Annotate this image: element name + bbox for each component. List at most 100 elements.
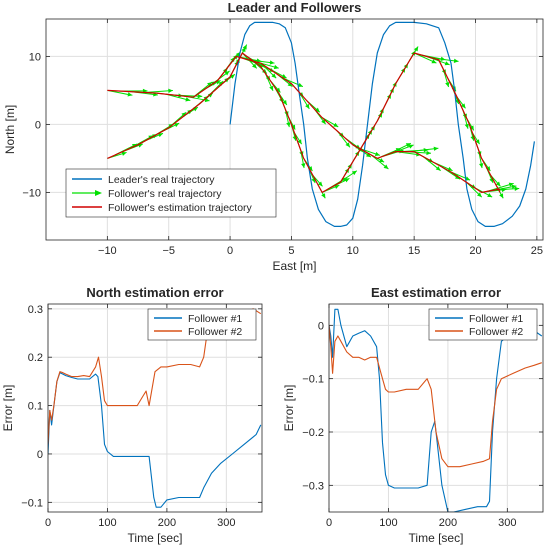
legend-label: Follower #2: [469, 326, 523, 338]
follower-arrowhead: [511, 184, 517, 189]
x-tick-label: 15: [408, 245, 420, 257]
follower-arrowhead: [426, 150, 432, 156]
follower-arrowhead: [321, 193, 326, 199]
axes-box: [328, 303, 544, 513]
follower-arrowhead: [464, 123, 469, 129]
chart-title: North estimation error: [86, 285, 223, 300]
error-line: [329, 325, 542, 468]
chart-title: Leader and Followers: [228, 0, 362, 15]
follower-arrowhead: [207, 93, 213, 98]
follower-arrowhead: [344, 178, 350, 183]
y-tick-label: −0.1: [302, 374, 324, 386]
follower-arrowhead: [287, 82, 293, 87]
follower-arrowhead: [174, 123, 180, 128]
estimation-trajectory-line: [107, 52, 501, 193]
y-tick-label: −0.3: [302, 480, 324, 492]
legend-label: Leader's real trajectory: [108, 174, 215, 186]
follower-arrowhead: [413, 46, 419, 52]
x-tick-label: 10: [347, 245, 359, 257]
follower-arrowhead: [351, 170, 357, 176]
legend-label: Follower #2: [188, 326, 242, 338]
follower-arrowhead: [405, 143, 411, 148]
y-tick-label: −0.2: [302, 427, 324, 439]
follower-arrowhead: [281, 74, 287, 79]
x-tick-label: 200: [439, 517, 457, 529]
follower-arrowhead: [453, 58, 459, 63]
x-tick-label: 100: [98, 517, 116, 529]
follower-arrowhead: [197, 94, 203, 99]
follower-arrowhead: [317, 181, 323, 187]
y-tick-label: 0.2: [28, 352, 43, 364]
leader-trajectory-line: [229, 21, 535, 227]
y-axis-label: Error [m]: [282, 385, 296, 432]
axes-box: [47, 303, 263, 513]
legend-box: [428, 308, 538, 341]
follower-arrowhead: [476, 192, 482, 198]
follower-arrowhead: [275, 87, 281, 93]
y-tick-label: 0: [318, 320, 324, 332]
x-tick-label: 300: [217, 517, 235, 529]
follower-arrowhead: [433, 146, 439, 151]
legend-label: Follower #1: [188, 313, 242, 325]
follower-arrowhead: [469, 125, 474, 131]
follower-arrowhead: [334, 184, 340, 189]
y-tick-label: 0: [35, 119, 41, 131]
follower-arrowhead: [445, 82, 450, 87]
follower-arrowhead: [181, 112, 187, 117]
follower-arrowhead: [269, 85, 274, 91]
legend-arrowhead: [95, 190, 102, 196]
y-tick-label: 0.3: [28, 304, 43, 316]
y-tick-label: 0: [37, 449, 43, 461]
follower-arrowhead: [423, 148, 429, 153]
x-tick-label: 0: [45, 517, 51, 529]
series-group: [329, 308, 543, 512]
follower-arrowhead: [291, 124, 296, 130]
follower-arrowhead: [435, 166, 441, 171]
follower-arrowhead: [301, 163, 306, 168]
follower-arrowhead: [273, 64, 279, 70]
y-axis-label: Error [m]: [1, 385, 15, 432]
estimation-trajectory-line: [107, 55, 501, 193]
follower-arrowhead: [218, 81, 224, 86]
follower-arrowhead: [333, 122, 339, 127]
x-tick-label: 5: [288, 245, 294, 257]
y-tick-label: −0.1: [21, 497, 43, 509]
follower-arrowhead: [269, 60, 275, 65]
follower-arrowhead: [508, 182, 514, 187]
x-tick-label: 20: [469, 245, 481, 257]
follower-arrowhead: [366, 152, 371, 158]
follower-arrowhead: [297, 139, 302, 145]
error-line: [48, 372, 262, 508]
follower-arrowhead: [374, 151, 380, 156]
follower-arrowhead: [242, 44, 247, 50]
x-tick-label: 0: [326, 517, 332, 529]
follower-arrowhead: [379, 158, 385, 163]
follower-arrowhead: [485, 166, 491, 172]
x-tick-label: 300: [498, 517, 516, 529]
legend-label: Follower #1: [469, 313, 523, 325]
follower-arrowhead: [286, 122, 291, 128]
axes-box: [45, 18, 544, 241]
east-error-plot: 0 100 200 300 −0.3 −0.2 −0.1 0 East estimation e…: [282, 285, 544, 545]
follower-arrowhead: [383, 164, 389, 169]
follower-arrowhead: [305, 103, 310, 109]
x-tick-label: 25: [531, 245, 543, 257]
legend-label: Follower's estimation trajectory: [108, 202, 253, 214]
follower-arrowhead: [297, 82, 303, 87]
x-axis-label: East [m]: [272, 259, 316, 273]
trajectory-plot: −10 −5 0 5 10 15 20 25 −10 0 10 Leader and Follower…: [3, 0, 544, 273]
follower-arrowhead: [495, 181, 501, 187]
x-tick-label: 0: [227, 245, 233, 257]
follower-arrowhead: [168, 88, 173, 93]
legend-label: Follower's real trajectory: [108, 188, 222, 200]
follower-arrowhead: [121, 151, 127, 156]
follower-arrowhead: [444, 61, 450, 66]
follower-arrowhead: [127, 92, 133, 97]
follower-arrow: [409, 147, 439, 153]
follower-arrowhead: [308, 166, 313, 172]
x-tick-label: 100: [379, 517, 397, 529]
